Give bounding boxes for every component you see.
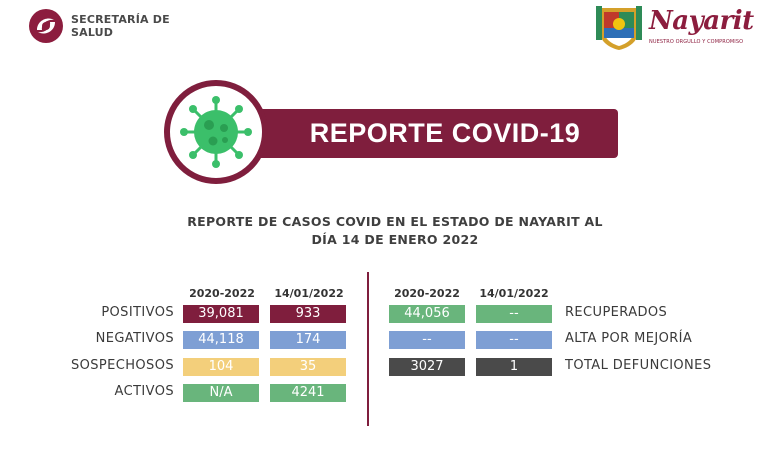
report-banner: REPORTE COVID-19 (222, 109, 618, 158)
nayarit-wordmark: Nayarit (649, 6, 754, 36)
activos-total: N/A (183, 384, 259, 402)
label-total-defunciones: TOTAL DEFUNCIONES (565, 358, 712, 373)
sospechosos-day: 35 (270, 358, 346, 376)
right-col-head-day: 14/01/2022 (479, 287, 549, 300)
nayarit-logo: Nayarit NUESTRO ORGULLO Y COMPROMISO (596, 4, 756, 54)
label-alta-por-mejoria: ALTA POR MEJORÍA (565, 331, 693, 346)
negativos-total: 44,118 (183, 331, 259, 349)
label-negativos: NEGATIVOS (95, 331, 174, 346)
alta-total: -- (389, 331, 465, 349)
left-col-head-day: 14/01/2022 (274, 287, 344, 300)
banner-title: REPORTE COVID-19 (309, 118, 581, 148)
sospechosos-total: 104 (183, 358, 259, 376)
virus-icon (180, 96, 252, 168)
defunciones-day: 1 (476, 358, 552, 376)
nayarit-shield-icon (596, 6, 642, 50)
label-activos: ACTIVOS (114, 384, 174, 399)
nayarit-tagline: NUESTRO ORGULLO Y COMPROMISO (649, 39, 744, 45)
label-recuperados: RECUPERADOS (565, 305, 668, 320)
label-sospechosos: SOSPECHOSOS (70, 358, 174, 373)
salud-text: SECRETARÍA DE SALUD (71, 13, 170, 39)
subtitle-line2: DÍA 14 DE ENERO 2022 (311, 232, 479, 247)
right-col-head-total: 2020-2022 (394, 287, 460, 300)
positivos-day: 933 (270, 305, 346, 323)
salud-line1: SECRETARÍA DE (71, 13, 170, 26)
subtitle-line1: REPORTE DE CASOS COVID EN EL ESTADO DE N… (187, 214, 603, 229)
negativos-day: 174 (270, 331, 346, 349)
label-positivos: POSITIVOS (101, 305, 174, 320)
report-subtitle: REPORTE DE CASOS COVID EN EL ESTADO DE N… (180, 213, 610, 249)
defunciones-total: 3027 (389, 358, 465, 376)
salud-logo: SECRETARÍA DE SALUD (28, 6, 188, 46)
activos-day: 4241 (270, 384, 346, 402)
alta-day: -- (476, 331, 552, 349)
salud-logo-icon (29, 9, 63, 43)
recuperados-total: 44,056 (389, 305, 465, 323)
virus-badge (164, 80, 268, 184)
column-divider (367, 272, 369, 426)
left-col-head-total: 2020-2022 (189, 287, 255, 300)
positivos-total: 39,081 (183, 305, 259, 323)
recuperados-day: -- (476, 305, 552, 323)
salud-line2: SALUD (71, 26, 114, 39)
